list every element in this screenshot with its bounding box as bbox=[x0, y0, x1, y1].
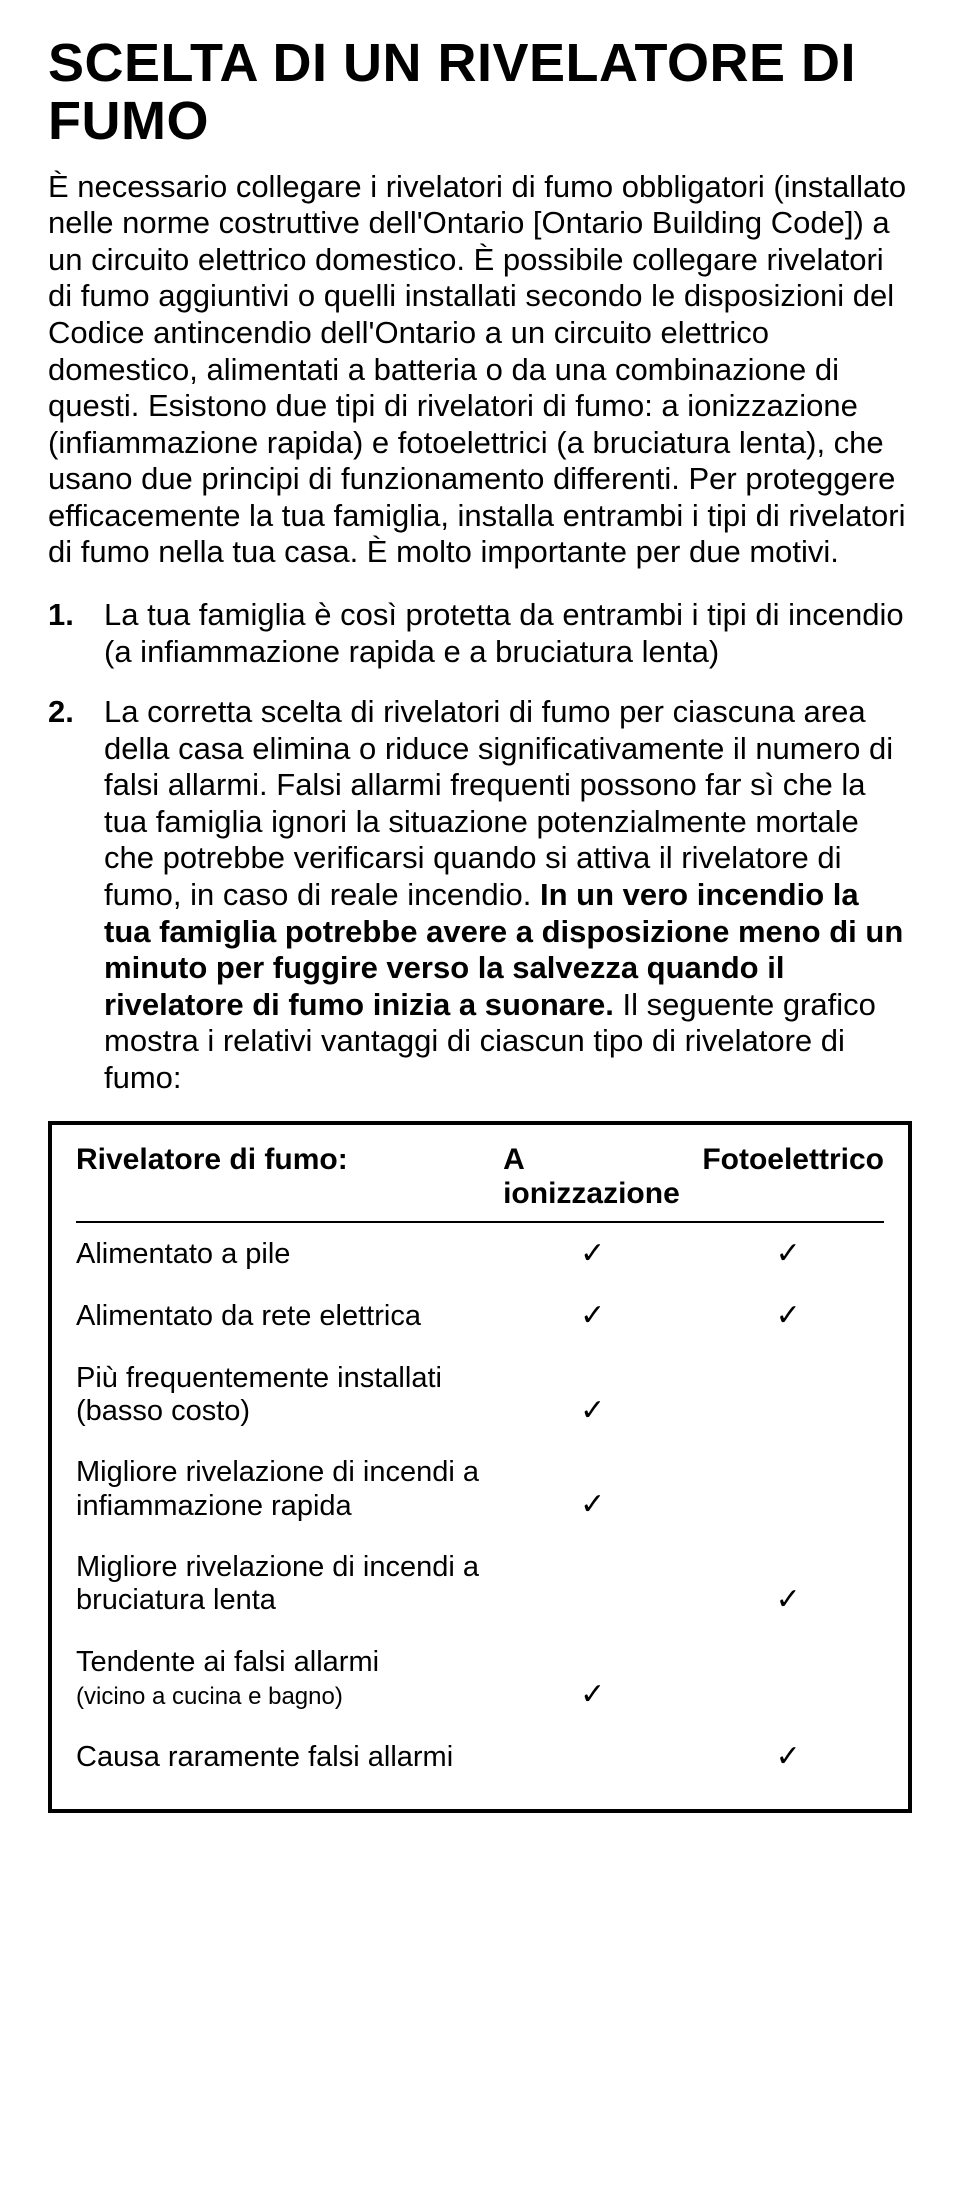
table-cell-sublabel: (vicino a cucina e bagno) bbox=[76, 1683, 343, 1710]
table-body: Alimentato a pile✓✓Alimentato da rete el… bbox=[76, 1222, 884, 1789]
table-cell-label: Alimentato a pile bbox=[76, 1223, 493, 1286]
table-cell-photoelectric bbox=[692, 1442, 884, 1537]
table-row: Più frequentemente installati (basso cos… bbox=[76, 1348, 884, 1443]
table-row: Tendente ai falsi allarmi(vicino a cucin… bbox=[76, 1632, 884, 1727]
table-cell-photoelectric: ✓ bbox=[692, 1726, 884, 1789]
table-cell-label: Causa raramente falsi allarmi bbox=[76, 1726, 493, 1789]
table-row: Migliore rivelazione di incendi a brucia… bbox=[76, 1537, 884, 1632]
table-row: Causa raramente falsi allarmi ✓ bbox=[76, 1726, 884, 1789]
intro-paragraph: È necessario collegare i rivelatori di f… bbox=[48, 169, 912, 571]
table-cell-photoelectric bbox=[692, 1632, 884, 1727]
list-item: 1. La tua famiglia è così protetta da en… bbox=[48, 597, 912, 670]
table-cell-label: Tendente ai falsi allarmi(vicino a cucin… bbox=[76, 1632, 493, 1727]
table-cell-ionization: ✓ bbox=[493, 1442, 692, 1537]
list-text: La tua famiglia è così protetta da entra… bbox=[104, 597, 904, 669]
table-cell-label: Migliore rivelazione di incendi a brucia… bbox=[76, 1537, 493, 1632]
list-item: 2. La corretta scelta di rivelatori di f… bbox=[48, 694, 912, 1096]
list-number: 2. bbox=[48, 694, 74, 731]
table-cell-ionization bbox=[493, 1537, 692, 1632]
table-cell-ionization bbox=[493, 1726, 692, 1789]
table-cell-ionization: ✓ bbox=[493, 1285, 692, 1348]
table-row: Alimentato a pile✓✓ bbox=[76, 1223, 884, 1286]
table-cell-ionization: ✓ bbox=[493, 1223, 692, 1286]
table-header-label: Rivelatore di fumo: bbox=[76, 1143, 493, 1222]
table-cell-label: Alimentato da rete elettrica bbox=[76, 1285, 493, 1348]
comparison-table-container: Rivelatore di fumo: A ionizzazione Fotoe… bbox=[48, 1121, 912, 1813]
table-header-photoelectric: Fotoelettrico bbox=[692, 1143, 884, 1222]
table-cell-photoelectric: ✓ bbox=[692, 1223, 884, 1286]
table-header-ionization: A ionizzazione bbox=[493, 1143, 692, 1222]
list-number: 1. bbox=[48, 597, 74, 634]
table-cell-label: Migliore rivelazione di incendi a infiam… bbox=[76, 1442, 493, 1537]
page-title: SCELTA DI UN RIVELATORE DI FUMO bbox=[48, 34, 912, 151]
table-cell-ionization: ✓ bbox=[493, 1348, 692, 1443]
table-cell-ionization: ✓ bbox=[493, 1632, 692, 1727]
table-cell-photoelectric bbox=[692, 1348, 884, 1443]
table-row: Alimentato da rete elettrica✓✓ bbox=[76, 1285, 884, 1348]
comparison-table: Rivelatore di fumo: A ionizzazione Fotoe… bbox=[76, 1143, 884, 1789]
table-row: Migliore rivelazione di incendi a infiam… bbox=[76, 1442, 884, 1537]
reasons-list: 1. La tua famiglia è così protetta da en… bbox=[48, 597, 912, 1097]
table-cell-photoelectric: ✓ bbox=[692, 1285, 884, 1348]
table-header-row: Rivelatore di fumo: A ionizzazione Fotoe… bbox=[76, 1143, 884, 1222]
table-cell-label: Più frequentemente installati (basso cos… bbox=[76, 1348, 493, 1443]
table-cell-photoelectric: ✓ bbox=[692, 1537, 884, 1632]
